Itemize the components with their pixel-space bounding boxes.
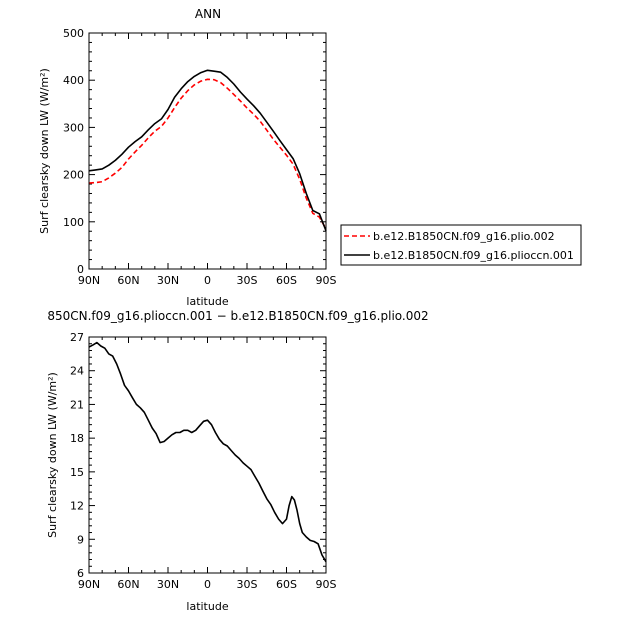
top-y-tick-label: 500 — [63, 27, 84, 40]
bottom-plot-frame — [88, 336, 327, 574]
bottom-x-tick-label: 60N — [117, 578, 139, 591]
top-plot-frame — [88, 32, 327, 270]
top-y-axis-label: Surf clearsky down LW (W/m²) — [38, 68, 51, 234]
bottom-y-tick-label: 15 — [70, 466, 84, 479]
bottom-x-tick-label: 90S — [316, 578, 337, 591]
top-x-axis-label: latitude — [186, 295, 228, 308]
bottom-series-lines — [88, 341, 327, 563]
top-y-tick-label: 0 — [77, 263, 84, 276]
top-x-tick-label: 30S — [237, 274, 258, 287]
bottom-x-tick-label: 90N — [78, 578, 100, 591]
top-x-tick-label: 90S — [316, 274, 337, 287]
bottom-ticks: 90N 60N 30N 0 30S 60S 90S 6 9 12 15 18 21 24 27 — [70, 331, 337, 591]
top-y-tick-label: 400 — [63, 74, 84, 87]
bottom-y-tick-label: 18 — [70, 432, 84, 445]
top-x-tick-label: 0 — [204, 274, 211, 287]
bottom-x-tick-label: 30S — [237, 578, 258, 591]
top-series-line-1 — [88, 78, 327, 230]
top-y-tick-label: 300 — [63, 121, 84, 134]
top-chart-title: ANN — [195, 7, 221, 21]
bottom-panel: 850CN.f09_g16.plioccn.001 − b.e12.B1850C… — [46, 309, 429, 613]
top-x-tick-label: 60N — [117, 274, 139, 287]
top-x-tick-label: 90N — [78, 274, 100, 287]
bottom-x-axis-label: latitude — [186, 600, 228, 613]
bottom-y-tick-label: 21 — [70, 398, 84, 411]
top-ticks: 90N 60N 30N 0 30S 60S 90S 0 100 200 300 400 500 — [63, 27, 337, 287]
top-series-lines — [88, 69, 327, 232]
bottom-y-tick-label: 27 — [70, 331, 84, 344]
legend-box — [340, 224, 582, 266]
legend-label-series-1: b.e12.B1850CN.f09_g16.plio.002 — [373, 230, 555, 243]
bottom-series-line-1 — [88, 341, 327, 563]
bottom-y-tick-label: 24 — [70, 365, 84, 378]
bottom-x-tick-label: 30N — [157, 578, 179, 591]
bottom-y-axis-label: Surf clearsky down LW (W/m²) — [46, 372, 59, 538]
bottom-y-tick-label: 12 — [70, 500, 84, 513]
legend-label-series-2: b.e12.B1850CN.f09_g16.plioccn.001 — [373, 249, 574, 262]
top-panel: ANN 90N 60N 30N 0 30S 60S 90S0100200300400500 … — [38, 7, 582, 308]
top-x-tick-label: 60S — [276, 274, 297, 287]
bottom-y-tick-label: 6 — [77, 567, 84, 580]
top-y-tick-label: 200 — [63, 169, 84, 182]
bottom-chart-title: 850CN.f09_g16.plioccn.001 − b.e12.B1850C… — [47, 309, 428, 323]
top-x-tick-label: 30N — [157, 274, 179, 287]
bottom-y-tick-label: 9 — [77, 533, 84, 546]
top-legend: b.e12.B1850CN.f09_g16.plio.002 b.e12.B18… — [340, 224, 582, 266]
bottom-x-tick-label: 0 — [204, 578, 211, 591]
top-y-tick-label: 100 — [63, 216, 84, 229]
top-series-line-2 — [88, 69, 327, 232]
bottom-x-tick-label: 60S — [276, 578, 297, 591]
